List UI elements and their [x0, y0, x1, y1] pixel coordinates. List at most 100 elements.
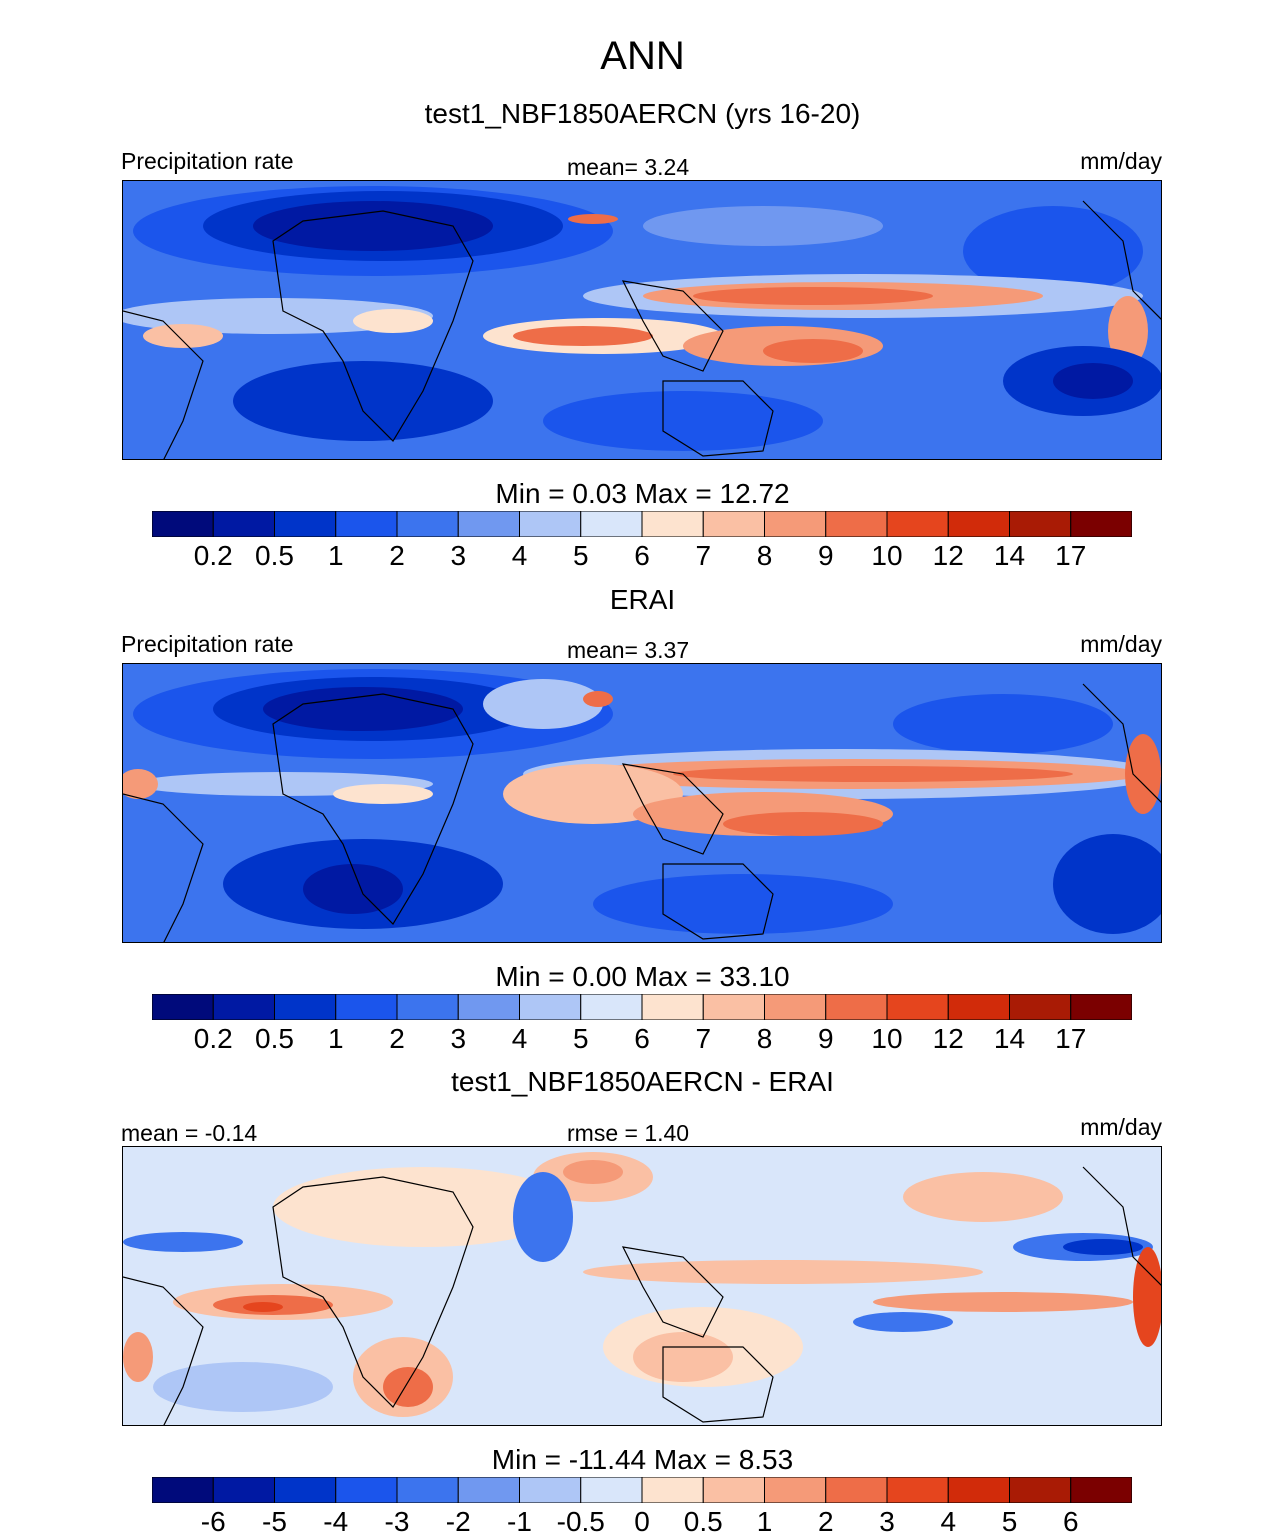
colorbar-tick-label: 6 — [634, 1023, 650, 1054]
colorbar-tick-label: 4 — [940, 1506, 957, 1537]
colorbar-tick-label: 5 — [572, 540, 589, 571]
colorbar-tick-label: 1 — [756, 1506, 773, 1537]
colorbar-bin — [702, 511, 765, 537]
colorbar-bin — [1070, 511, 1132, 537]
colorbar-bin — [580, 511, 643, 537]
colorbar-tick-label: -3 — [384, 1506, 410, 1537]
colorbar-tick-label: 7 — [695, 1023, 712, 1054]
panel-diff-colorbar-ticks: -6 -5 -4 -3 -2 -1 -0.5 0 0.5 1 2 3 4 5 6 — [0, 1506, 1285, 1540]
colorbar-tick-label: 9 — [817, 1023, 834, 1054]
colorbar-bin — [457, 994, 520, 1020]
colorbar-bin — [825, 994, 888, 1020]
colorbar-tick-label: 0.2 — [193, 1023, 233, 1054]
colorbar-bin — [152, 511, 214, 537]
colorbar-tick-label: 9 — [817, 540, 834, 571]
colorbar-tick-label: 2 — [389, 1023, 405, 1054]
colorbar-bin — [335, 1477, 398, 1503]
colorbar-tick-label: 12 — [932, 540, 964, 571]
colorbar-bin — [274, 994, 337, 1020]
panel-diff-mean-label: mean = -0.14 — [121, 1120, 258, 1146]
panel-obs-colorbar-bins — [152, 994, 1132, 1020]
colorbar-tick-label: 6 — [634, 540, 650, 571]
panel-diff-title: test1_NBF1850AERCN - ERAI — [451, 1066, 834, 1097]
panel-model-colorbar — [152, 511, 1132, 537]
colorbar-tick-label: -0.5 — [556, 1506, 605, 1537]
panel-diff-rmse-label: rmse = 1.40 — [567, 1120, 690, 1146]
panel-model-colorbar-ticks: 0.2 0.5 1 2 3 4 5 6 7 8 9 10 12 14 17 — [0, 540, 1285, 574]
colorbar-tick-label: 2 — [817, 1506, 834, 1537]
colorbar-tick-label: 3 — [450, 540, 467, 571]
colorbar-bin — [764, 1477, 827, 1503]
colorbar-bin — [764, 511, 827, 537]
colorbar-tick-label: -2 — [445, 1506, 471, 1537]
panel-obs-map-field — [123, 664, 1161, 942]
panel-obs-mean-label: mean= 3.37 — [567, 637, 690, 663]
colorbar-bin — [702, 994, 765, 1020]
colorbar-bin — [152, 994, 214, 1020]
colorbar-bin — [1009, 994, 1072, 1020]
colorbar-bin — [1009, 1477, 1072, 1503]
panel-obs-title: ERAI — [609, 584, 676, 615]
colorbar-bin — [1070, 994, 1132, 1020]
colorbar-bin — [886, 511, 949, 537]
colorbar-bin — [947, 1477, 1010, 1503]
colorbar-bin — [396, 511, 459, 537]
colorbar-bin — [947, 511, 1010, 537]
colorbar-tick-label: 8 — [756, 540, 773, 571]
panel-model-map — [122, 180, 1162, 460]
colorbar-tick-label: 10 — [871, 1023, 903, 1054]
colorbar-tick-label: 17 — [1055, 540, 1087, 571]
colorbar-tick-label: 4 — [511, 1023, 528, 1054]
colorbar-tick-label: 5 — [572, 1023, 589, 1054]
colorbar-bin — [641, 511, 704, 537]
panel-obs-map — [122, 663, 1162, 943]
colorbar-bin — [764, 994, 827, 1020]
colorbar-bin — [212, 994, 275, 1020]
panel-diff-minmax: Min = -11.44 Max = 8.53 — [491, 1444, 794, 1475]
panel-model-units-label: mm/day — [1080, 148, 1162, 174]
colorbar-tick-label: 2 — [389, 540, 405, 571]
colorbar-tick-label: -5 — [262, 1506, 287, 1537]
panel-obs-variable-label: Precipitation rate — [121, 631, 294, 657]
colorbar-tick-label: -1 — [507, 1506, 532, 1537]
colorbar-bin — [519, 511, 582, 537]
colorbar-tick-label: 3 — [450, 1023, 467, 1054]
panel-model-minmax: Min = 0.03 Max = 12.72 — [495, 478, 790, 509]
colorbar-tick-label: 7 — [695, 540, 712, 571]
colorbar-bin — [702, 1477, 765, 1503]
colorbar-bin — [1009, 511, 1072, 537]
colorbar-tick-label: -6 — [200, 1506, 226, 1537]
colorbar-tick-label: 0 — [634, 1506, 650, 1537]
colorbar-tick-label: 12 — [932, 1023, 964, 1054]
colorbar-bin — [457, 1477, 520, 1503]
panel-model-variable-label: Precipitation rate — [121, 148, 294, 174]
colorbar-tick-label: 4 — [511, 540, 528, 571]
colorbar-bin — [825, 1477, 888, 1503]
colorbar-bin — [152, 1477, 214, 1503]
panel-model-title: test1_NBF1850AERCN (yrs 16-20) — [424, 98, 861, 129]
colorbar-tick-label: 0.2 — [193, 540, 233, 571]
colorbar-bin — [886, 1477, 949, 1503]
panel-diff-units-label: mm/day — [1080, 1114, 1162, 1140]
colorbar-bin — [519, 994, 582, 1020]
colorbar-tick-label: 6 — [1062, 1506, 1079, 1537]
panel-model-map-field — [123, 181, 1161, 459]
panel-model-mean-label: mean= 3.24 — [567, 154, 690, 180]
colorbar-bin — [947, 994, 1010, 1020]
colorbar-tick-label: 14 — [993, 1023, 1026, 1054]
colorbar-tick-label: 17 — [1055, 1023, 1087, 1054]
colorbar-bin — [580, 1477, 643, 1503]
figure-title: ANN — [600, 34, 685, 78]
panel-diff-map-field — [123, 1147, 1161, 1425]
colorbar-tick-label: 0.5 — [683, 1506, 723, 1537]
colorbar-bin — [396, 994, 459, 1020]
panel-obs-colorbar-ticks: 0.2 0.5 1 2 3 4 5 6 7 8 9 10 12 14 17 — [0, 1023, 1285, 1057]
panel-diff-colorbar — [152, 1477, 1132, 1503]
colorbar-tick-label: 0.5 — [255, 1023, 294, 1054]
panel-obs-colorbar — [152, 994, 1132, 1020]
panel-obs-minmax: Min = 0.00 Max = 33.10 — [495, 961, 790, 992]
colorbar-bin — [825, 511, 888, 537]
colorbar-bin — [335, 994, 398, 1020]
colorbar-bin — [457, 511, 520, 537]
colorbar-tick-label: 5 — [1001, 1506, 1018, 1537]
